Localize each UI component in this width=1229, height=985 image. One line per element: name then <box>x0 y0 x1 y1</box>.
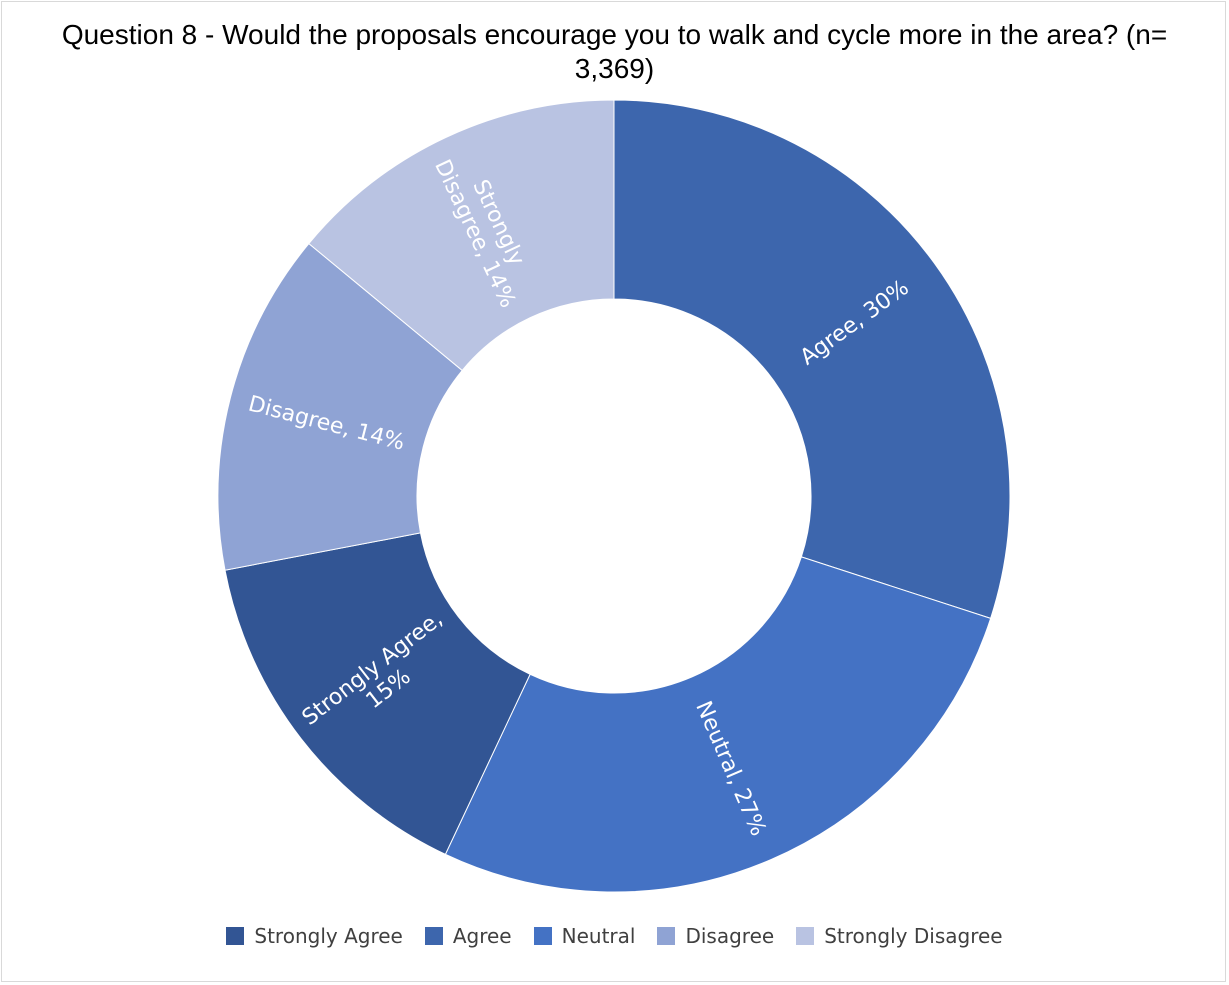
legend-swatch <box>657 927 676 945</box>
legend-swatch <box>424 927 443 945</box>
legend-label: Agree <box>452 924 512 948</box>
legend-swatch <box>796 927 815 945</box>
legend-item-strongly-disagree: Strongly Disagree <box>796 924 1003 948</box>
legend-item-strongly-agree: Strongly Agree <box>226 924 403 948</box>
legend-label: Neutral <box>561 924 636 948</box>
donut-slice-agree <box>613 99 1011 620</box>
legend-item-neutral: Neutral <box>533 924 636 948</box>
legend-label: Strongly Disagree <box>824 924 1003 948</box>
donut-slice-neutral <box>444 556 992 893</box>
legend-swatch <box>533 927 552 945</box>
chart-legend: Strongly Agree Agree Neutral Disagree Strong… <box>0 924 1229 948</box>
legend-label: Strongly Agree <box>254 924 403 948</box>
donut-slice-strongly-agree <box>224 532 531 855</box>
chart-title: Question 8 - Would the proposals encoura… <box>61 19 1168 84</box>
legend-item-agree: Agree <box>424 924 512 948</box>
donut-slice-disagree <box>217 242 463 571</box>
legend-label: Disagree <box>685 924 775 948</box>
legend-item-disagree: Disagree <box>657 924 774 948</box>
donut-slice-strongly-disagree <box>308 99 615 372</box>
legend-swatch <box>226 927 245 945</box>
